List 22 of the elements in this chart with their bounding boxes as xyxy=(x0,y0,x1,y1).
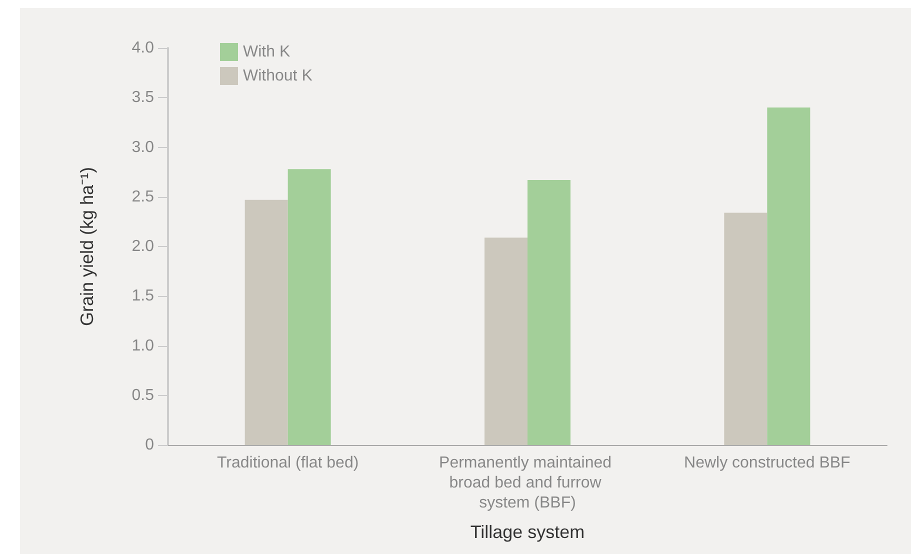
y-tick-label: 4.0 xyxy=(132,40,154,56)
bar xyxy=(484,238,528,445)
legend-label: With K xyxy=(243,44,290,60)
x-tick-label: Traditional (flat bed) xyxy=(216,454,359,472)
y-tick-label: 1.0 xyxy=(132,337,154,354)
legend-label: Without K xyxy=(243,68,313,84)
bar xyxy=(288,169,331,445)
y-axis-title: Grain yield (kg ha⁻¹) xyxy=(77,166,97,326)
bar xyxy=(767,108,810,445)
y-tick-label: 1.5 xyxy=(132,288,154,305)
x-tick-label: Newly constructed BBF xyxy=(684,454,851,472)
y-tick-label: 3.5 xyxy=(132,89,154,106)
y-tick-label: 0.5 xyxy=(132,386,154,404)
y-tick-label: 2.0 xyxy=(132,238,154,255)
y-tick-label: 0 xyxy=(145,436,154,454)
x-tick-label: Permanently maintained broad bed and furrow system (BBF) xyxy=(439,454,616,512)
y-tick-label: 2.5 xyxy=(132,188,154,206)
bar xyxy=(724,212,768,445)
bar xyxy=(528,180,570,445)
bar xyxy=(244,200,288,445)
x-axis-title: Tillage system xyxy=(470,522,585,542)
y-tick-label: 3.0 xyxy=(132,138,154,156)
